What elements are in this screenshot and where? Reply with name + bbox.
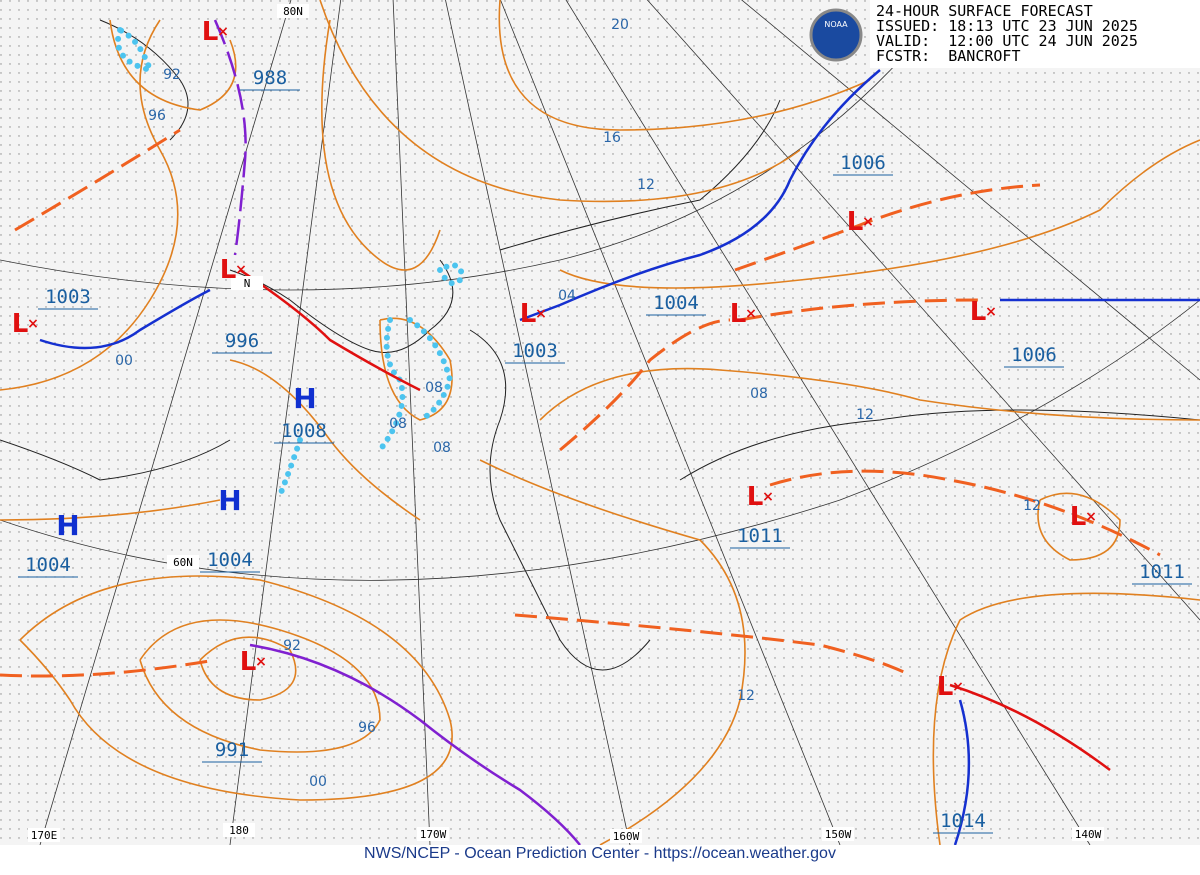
low-x: × xyxy=(235,262,247,278)
isobar-label: 08 xyxy=(425,380,443,396)
low-x: × xyxy=(217,24,229,40)
pressure-label: 988 xyxy=(253,67,287,89)
isobar-label: 08 xyxy=(389,416,407,432)
isobar-label: 12 xyxy=(856,407,874,423)
header-box xyxy=(870,0,1200,68)
grid-label: 80N xyxy=(283,5,303,18)
grid-label-bg xyxy=(231,276,263,290)
isobar-label: 12 xyxy=(637,177,655,193)
grid-label: 60N xyxy=(173,556,193,569)
forecast-title: 24-HOUR SURFACE FORECAST xyxy=(876,2,1093,20)
pressure-label: 1014 xyxy=(940,810,986,832)
low-x: × xyxy=(985,304,997,320)
low-x: × xyxy=(255,654,267,670)
grid-label: 160W xyxy=(613,830,640,843)
pressure-label: 1003 xyxy=(45,286,91,308)
grid-label-bg xyxy=(610,829,642,843)
low-x: × xyxy=(745,306,757,322)
grid-label: 170E xyxy=(31,829,58,842)
low-x: × xyxy=(535,306,547,322)
grid-label: 170W xyxy=(420,828,447,841)
isobar-label: 00 xyxy=(309,774,327,790)
grid-label-bg xyxy=(28,828,60,842)
low-symbol: L xyxy=(12,309,29,339)
pressure-label: 1004 xyxy=(653,292,699,314)
logo: NOAA xyxy=(809,8,863,62)
pressure-label: 1011 xyxy=(1139,561,1185,583)
grid-label: 180 xyxy=(229,824,249,837)
low-x: × xyxy=(952,679,964,695)
low-symbol: L xyxy=(747,482,764,512)
pressure-label: 991 xyxy=(215,739,249,761)
low-x: × xyxy=(862,214,874,230)
high-symbol: H xyxy=(218,484,241,517)
pressure-label: 1004 xyxy=(207,549,253,571)
pressure-label: 1003 xyxy=(512,340,558,362)
isobar-label: 08 xyxy=(750,386,768,402)
grid-label-bg xyxy=(822,827,854,841)
high-symbol: H xyxy=(293,382,316,415)
high-symbol: H xyxy=(56,509,79,542)
low-symbol: L xyxy=(970,297,987,327)
low-x: × xyxy=(1085,509,1097,525)
low-symbol: L xyxy=(1070,502,1087,532)
isobars xyxy=(0,0,1200,846)
grid-label: 150W xyxy=(825,828,852,841)
footer-credit: NWS/NCEP - Ocean Prediction Center - htt… xyxy=(364,845,836,862)
low-symbol: L xyxy=(220,255,237,285)
coastlines xyxy=(0,19,1200,671)
fronts xyxy=(39,19,1200,846)
low-symbol: L xyxy=(937,672,954,702)
isobar-label: 20 xyxy=(611,17,629,33)
low-symbol: L xyxy=(240,647,257,677)
valid-time: VALID: 12:00 UTC 24 JUN 2025 xyxy=(876,32,1138,50)
isobar-label: 96 xyxy=(148,108,166,124)
troughs xyxy=(0,128,1161,678)
low-x: × xyxy=(762,489,774,505)
low-symbol: L xyxy=(202,17,219,47)
grid-label-bg xyxy=(223,823,255,837)
isobar-label: 00 xyxy=(115,353,133,369)
isobar-label: 12 xyxy=(1023,498,1041,514)
issued-time: ISSUED: 18:13 UTC 23 JUN 2025 xyxy=(876,17,1138,35)
footer-bar xyxy=(0,845,1200,875)
pressure-label: 1011 xyxy=(737,525,783,547)
pressure-label: 996 xyxy=(225,330,259,352)
isobar-label: 12 xyxy=(737,688,755,704)
pressure-label: 1006 xyxy=(1011,344,1057,366)
pressure-label: 1008 xyxy=(281,420,327,442)
low-symbol: L xyxy=(520,299,537,329)
grid-label-bg xyxy=(167,555,199,569)
pressure-label: 1006 xyxy=(840,152,886,174)
graticule xyxy=(0,0,1200,846)
isobar-label: 08 xyxy=(433,440,451,456)
low-x: × xyxy=(27,316,39,332)
isobar-label: 92 xyxy=(163,67,181,83)
isobar-label: 92 xyxy=(283,638,301,654)
isobar-label: 16 xyxy=(603,130,621,146)
grid-label: N xyxy=(244,277,251,290)
low-symbol: L xyxy=(847,207,864,237)
grid-label-bg xyxy=(1072,827,1104,841)
low-symbol: L xyxy=(730,299,747,329)
grid-label-bg xyxy=(417,827,449,841)
grid-label: 140W xyxy=(1075,828,1102,841)
grid-label-bg xyxy=(277,4,309,18)
isobar-label: 04 xyxy=(558,288,576,304)
logo-text: NOAA xyxy=(824,20,848,29)
forecaster: FCSTR: BANCROFT xyxy=(876,47,1021,65)
pressure-label: 1004 xyxy=(25,554,71,576)
isobar-label: 96 xyxy=(358,720,376,736)
